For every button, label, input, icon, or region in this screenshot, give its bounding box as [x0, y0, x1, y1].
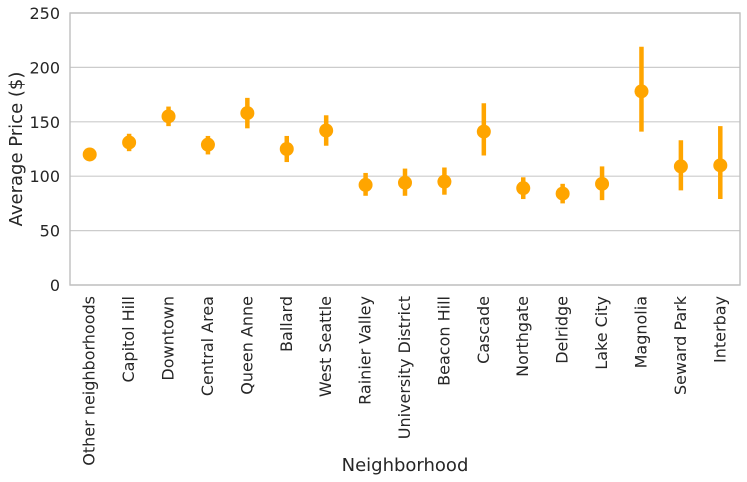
x-tick-label: Capitol Hill — [119, 296, 138, 383]
y-tick-label: 200 — [29, 58, 60, 77]
data-point — [319, 123, 334, 138]
x-tick-label: Central Area — [198, 296, 217, 396]
data-point — [437, 174, 452, 189]
data-point — [555, 186, 570, 201]
data-points — [82, 46, 728, 204]
x-tick-label: Northgate — [513, 296, 532, 377]
x-tick-label: Queen Anne — [237, 296, 256, 395]
data-point — [279, 142, 294, 156]
data-point — [240, 106, 255, 121]
x-tick-label: Downtown — [159, 296, 178, 381]
data-point — [713, 158, 728, 173]
data-point — [673, 159, 688, 174]
x-tick-label: Rainier Valley — [356, 296, 375, 405]
x-tick-label: Magnolia — [631, 296, 650, 368]
y-axis-label: Average Price ($) — [6, 72, 27, 227]
x-tick-label: University District — [395, 296, 414, 439]
data-point — [516, 181, 531, 196]
x-tick-label: Lake City — [592, 296, 611, 370]
x-tick-label: Cascade — [474, 296, 493, 364]
y-tick-label: 250 — [29, 4, 60, 23]
y-tick-label: 0 — [50, 276, 60, 295]
x-tick-label: Other neighborhoods — [80, 296, 99, 466]
x-axis-ticks: Other neighborhoods Capitol Hill Downtown C… — [80, 295, 730, 465]
data-point — [634, 84, 649, 99]
x-tick-label: Delridge — [553, 296, 572, 364]
y-axis-ticks: 0 50 100 150 200 250 — [29, 4, 60, 295]
y-tick-label: 50 — [40, 222, 60, 241]
x-axis-label: Neighborhood — [342, 455, 469, 476]
data-point — [200, 137, 215, 152]
x-tick-label: Interbay — [710, 296, 729, 363]
data-point — [161, 109, 176, 124]
data-point — [476, 124, 491, 139]
x-tick-label: Beacon Hill — [434, 296, 453, 386]
y-tick-label: 150 — [29, 113, 60, 132]
data-point — [122, 135, 137, 150]
plot-frame — [69, 12, 741, 286]
x-tick-label: Ballard — [277, 296, 296, 352]
x-tick-label: West Seattle — [316, 296, 335, 397]
data-point — [595, 176, 610, 191]
y-tick-label: 100 — [29, 167, 60, 186]
x-tick-label: Seward Park — [671, 295, 690, 395]
data-point — [398, 175, 412, 190]
data-point — [82, 147, 97, 162]
data-point — [358, 177, 373, 192]
